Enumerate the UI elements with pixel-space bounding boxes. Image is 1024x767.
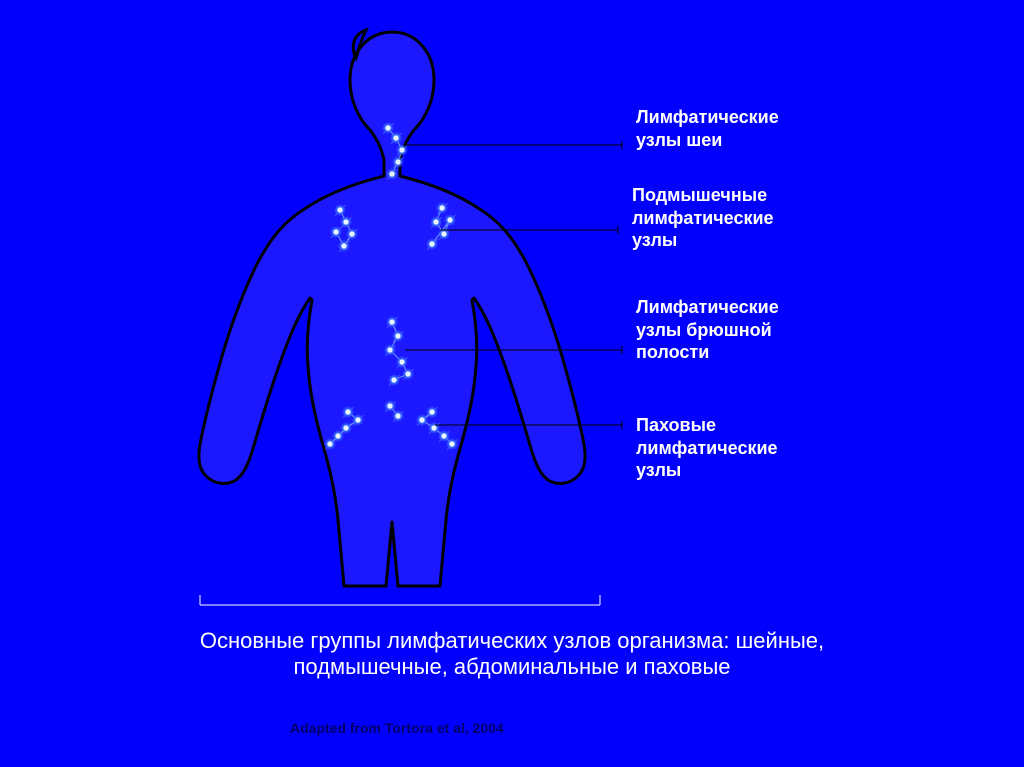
label-abdominal-lymph-nodes: Лимфатические узлы брюшной полости xyxy=(636,296,779,364)
body-silhouette xyxy=(199,32,585,586)
caption-bracket xyxy=(200,595,600,605)
credit-source: Adapted from Tortora et al, 2004 xyxy=(290,720,504,736)
label-axillary-lymph-nodes: Подмышечные лимфатические узлы xyxy=(632,184,774,252)
leader-neck xyxy=(404,141,622,149)
caption-main: Основные группы лимфатических узлов орга… xyxy=(0,628,1024,680)
label-neck-lymph-nodes: Лимфатические узлы шеи xyxy=(636,106,779,151)
label-inguinal-lymph-nodes: Паховые лимфатические узлы xyxy=(636,414,778,482)
diagram-stage: Лимфатические узлы шеи Подмышечные лимфа… xyxy=(0,0,1024,767)
